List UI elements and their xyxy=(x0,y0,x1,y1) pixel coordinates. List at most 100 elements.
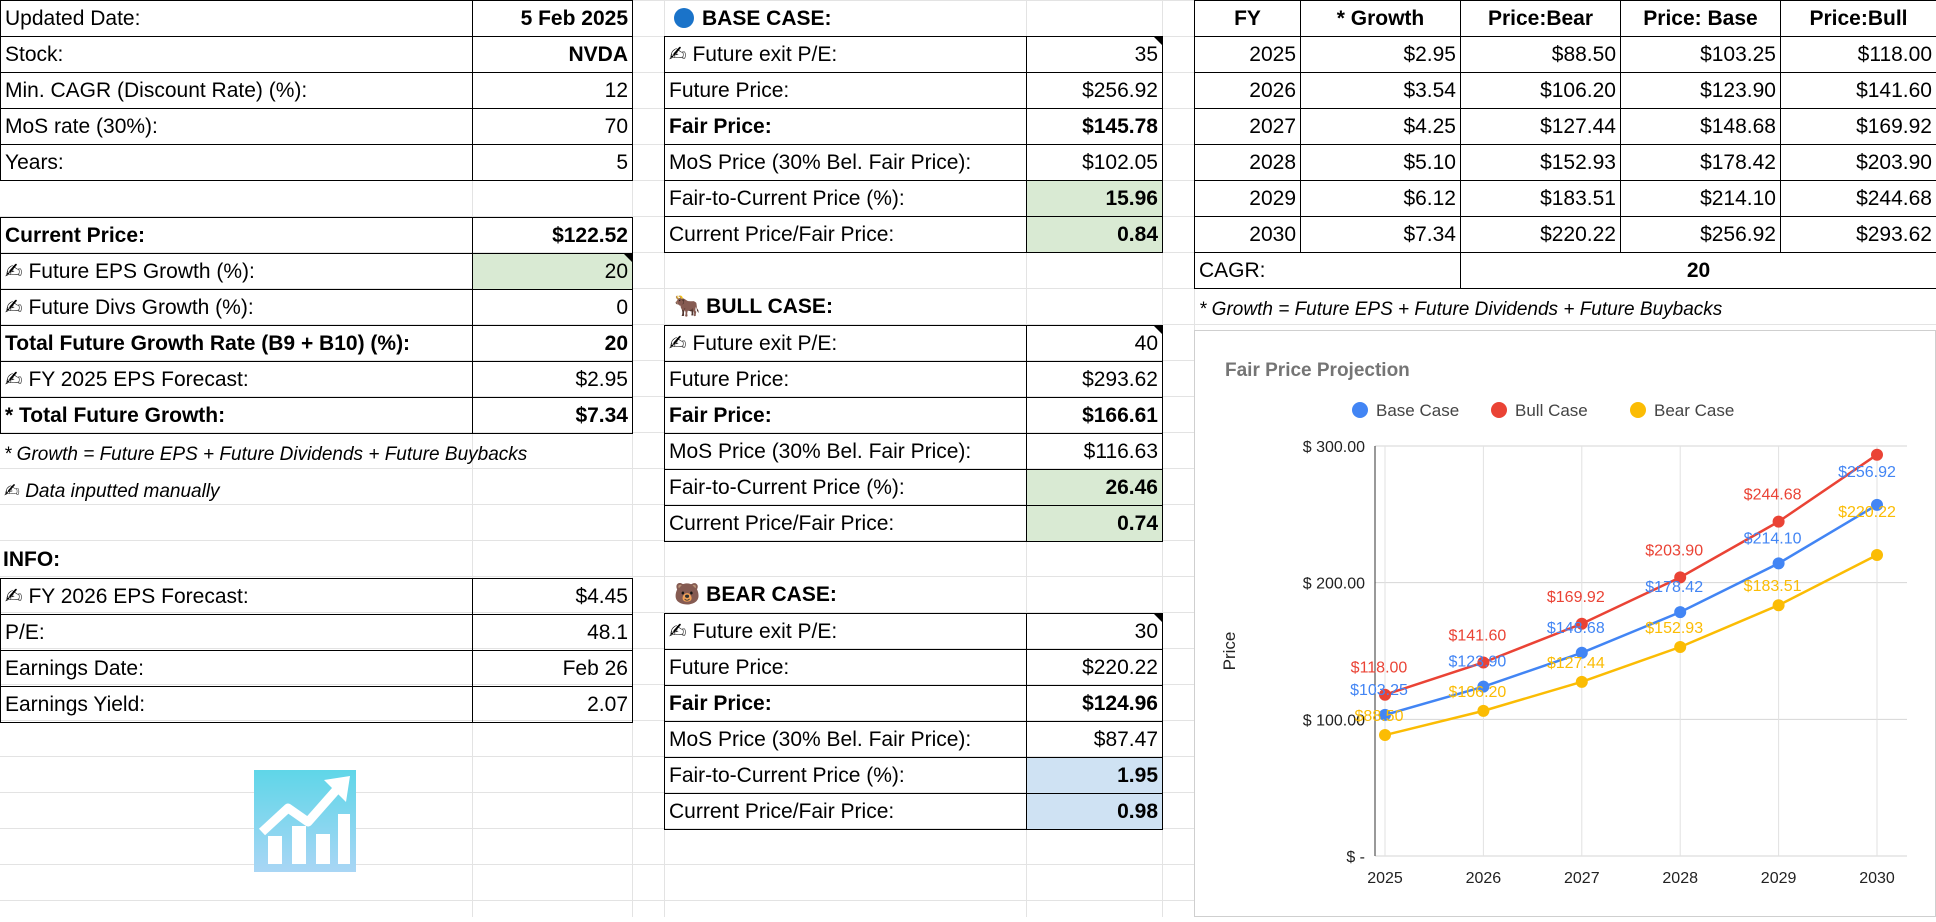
info-title: INFO: xyxy=(3,548,60,572)
cell-price-base[interactable]: $256.92 xyxy=(1621,217,1781,253)
cell-growth[interactable]: $2.95 xyxy=(1301,37,1461,73)
cell-price-bull[interactable]: $141.60 xyxy=(1781,73,1936,109)
years-value[interactable]: 5 xyxy=(473,145,633,181)
data-point xyxy=(1773,557,1785,569)
eps-growth-value[interactable]: 20 xyxy=(473,254,633,290)
base-exit-pe-value[interactable]: 35 xyxy=(1027,37,1163,73)
base-future-price-value[interactable]: $256.92 xyxy=(1027,73,1163,109)
bull-exit-pe-value[interactable]: 40 xyxy=(1027,326,1163,362)
cell-price-bear[interactable]: $127.44 xyxy=(1461,109,1621,145)
pe-value[interactable]: 48.1 xyxy=(473,615,633,651)
blue-circle-icon xyxy=(674,8,694,28)
cell-price-bear[interactable]: $183.51 xyxy=(1461,181,1621,217)
cagr-label: CAGR: xyxy=(1195,253,1461,289)
data-label: $183.51 xyxy=(1744,578,1802,595)
bull-mos-price-value[interactable]: $116.63 xyxy=(1027,434,1163,470)
bull-fair-to-current-value[interactable]: 26.46 xyxy=(1027,470,1163,506)
cell-price-base[interactable]: $123.90 xyxy=(1621,73,1781,109)
bear-case-title: 🐻BEAR CASE: xyxy=(674,583,837,607)
updated-date-label: Updated Date: xyxy=(1,1,473,37)
header-growth: * Growth xyxy=(1301,1,1461,37)
table-row: ✍ Future exit P/E: 35 xyxy=(665,37,1163,73)
cell-price-bull[interactable]: $203.90 xyxy=(1781,145,1936,181)
cell-fy[interactable]: 2029 xyxy=(1195,181,1301,217)
table-row: Fair-to-Current Price (%): 15.96 xyxy=(665,181,1163,217)
writing-hand-icon: ✍ xyxy=(4,481,20,502)
bull-future-price-value[interactable]: $293.62 xyxy=(1027,362,1163,398)
total-future-growth-value[interactable]: $7.34 xyxy=(473,398,633,434)
cell-fy[interactable]: 2030 xyxy=(1195,217,1301,253)
cell-growth[interactable]: $6.12 xyxy=(1301,181,1461,217)
cell-price-bull[interactable]: $118.00 xyxy=(1781,37,1936,73)
total-growth-rate-label: Total Future Growth Rate (B9 + B10) (%): xyxy=(1,326,473,362)
cell-price-bull[interactable]: $169.92 xyxy=(1781,109,1936,145)
cagr-value[interactable]: 20 xyxy=(1461,253,1936,289)
cell-price-base[interactable]: $148.68 xyxy=(1621,109,1781,145)
cell-price-bear[interactable]: $106.20 xyxy=(1461,73,1621,109)
cell-growth[interactable]: $4.25 xyxy=(1301,109,1461,145)
cell-fy[interactable]: 2027 xyxy=(1195,109,1301,145)
fy2026-eps-label: FY 2026 EPS Forecast: xyxy=(28,585,248,608)
cell-price-bull[interactable]: $244.68 xyxy=(1781,181,1936,217)
eps-forecast-value[interactable]: $2.95 xyxy=(473,362,633,398)
earnings-date-value[interactable]: Feb 26 xyxy=(473,651,633,687)
base-current-fair-value[interactable]: 0.84 xyxy=(1027,217,1163,253)
bear-exit-pe-value[interactable]: 30 xyxy=(1027,614,1163,650)
bear-current-fair-value[interactable]: 0.98 xyxy=(1027,794,1163,830)
bull-fair-price-value[interactable]: $166.61 xyxy=(1027,398,1163,434)
cell-fy[interactable]: 2028 xyxy=(1195,145,1301,181)
total-growth-rate-value[interactable]: 20 xyxy=(473,326,633,362)
base-fair-to-current-value[interactable]: 15.96 xyxy=(1027,181,1163,217)
bull-current-fair-value[interactable]: 0.74 xyxy=(1027,506,1163,542)
bear-future-price-value[interactable]: $220.22 xyxy=(1027,650,1163,686)
cell-fy[interactable]: 2025 xyxy=(1195,37,1301,73)
table-row: MoS Price (30% Bel. Fair Price): $102.05 xyxy=(665,145,1163,181)
bull-future-price-label: Future Price: xyxy=(665,362,1027,398)
chart-increasing-icon xyxy=(254,770,356,872)
cell-price-base[interactable]: $214.10 xyxy=(1621,181,1781,217)
x-tick-label: 2025 xyxy=(1367,870,1403,887)
min-cagr-value[interactable]: 12 xyxy=(473,73,633,109)
data-point xyxy=(1773,516,1785,528)
earnings-yield-value[interactable]: 2.07 xyxy=(473,687,633,723)
cell-price-bull[interactable]: $293.62 xyxy=(1781,217,1936,253)
cell-price-bear[interactable]: $88.50 xyxy=(1461,37,1621,73)
cell-price-base[interactable]: $103.25 xyxy=(1621,37,1781,73)
data-point xyxy=(1871,449,1883,461)
data-label: $148.68 xyxy=(1547,620,1605,637)
fy2026-eps-value[interactable]: $4.45 xyxy=(473,579,633,615)
bear-fair-price-value[interactable]: $124.96 xyxy=(1027,686,1163,722)
base-fair-price-value[interactable]: $145.78 xyxy=(1027,109,1163,145)
table-row: ✍ Future Divs Growth (%): 0 xyxy=(1,290,633,326)
divs-growth-value[interactable]: 0 xyxy=(473,290,633,326)
earnings-date-label: Earnings Date: xyxy=(1,651,473,687)
cell-price-base[interactable]: $178.42 xyxy=(1621,145,1781,181)
current-price-value[interactable]: $122.52 xyxy=(473,218,633,254)
cell-price-bear[interactable]: $220.22 xyxy=(1461,217,1621,253)
base-mos-price-value[interactable]: $102.05 xyxy=(1027,145,1163,181)
cell-growth[interactable]: $3.54 xyxy=(1301,73,1461,109)
bear-mos-price-value[interactable]: $87.47 xyxy=(1027,722,1163,758)
y-tick-label: $ - xyxy=(1346,849,1365,866)
table-row: Total Future Growth Rate (B9 + B10) (%):… xyxy=(1,326,633,362)
base-fair-price-label: Fair Price: xyxy=(665,109,1027,145)
legend-marker xyxy=(1352,402,1368,418)
data-point xyxy=(1674,641,1686,653)
ox-icon: 🐂 xyxy=(674,295,700,318)
cell-growth[interactable]: $5.10 xyxy=(1301,145,1461,181)
stock-label: Stock: xyxy=(1,37,473,73)
stock-value[interactable]: NVDA xyxy=(473,37,633,73)
divs-growth-label: Future Divs Growth (%): xyxy=(28,296,253,319)
mos-rate-value[interactable]: 70 xyxy=(473,109,633,145)
table-row: Earnings Date: Feb 26 xyxy=(1,651,633,687)
cell-growth[interactable]: $7.34 xyxy=(1301,217,1461,253)
bear-fair-to-current-value[interactable]: 1.95 xyxy=(1027,758,1163,794)
bear-case-title-text: BEAR CASE: xyxy=(706,583,837,606)
cell-fy[interactable]: 2026 xyxy=(1195,73,1301,109)
updated-date-value[interactable]: 5 Feb 2025 xyxy=(473,1,633,37)
table-row: * Total Future Growth: $7.34 xyxy=(1,398,633,434)
cell-price-bear[interactable]: $152.93 xyxy=(1461,145,1621,181)
bear-case-table: ✍ Future exit P/E: 30 Future Price: $220… xyxy=(664,613,1163,830)
